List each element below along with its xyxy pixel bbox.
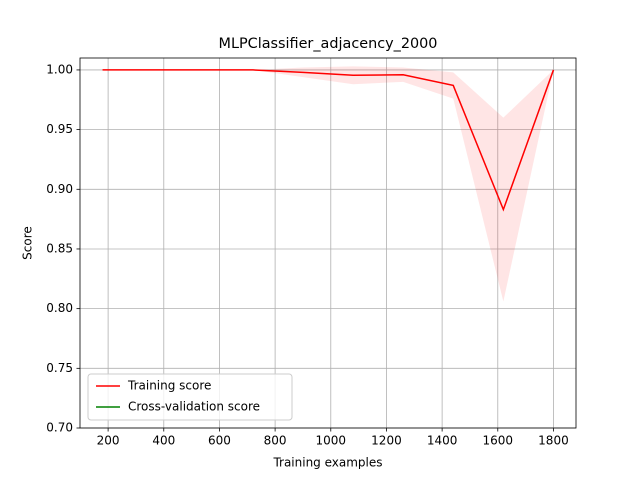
legend-label: Cross-validation score [128,400,260,414]
legend: Training score Cross-validation score [87,373,293,421]
chart-title: MLPClassifier_adjacency_2000 [219,36,438,52]
y-tick-label: 0.75 [46,361,73,375]
legend-box [87,373,293,421]
axes-frame [79,57,577,429]
x-axis-label: Training examples [272,456,382,470]
x-tick-label: 1600 [483,434,514,448]
x-tick-label: 1400 [427,434,458,448]
x-tick-label: 1000 [316,434,347,448]
y-tick-label: 0.90 [46,182,73,196]
x-tick-label: 1800 [538,434,569,448]
x-tick-label: 400 [152,434,175,448]
x-tick-label: 800 [264,434,287,448]
y-axis-label: Score [21,226,35,260]
x-tick-label: 1200 [371,434,402,448]
score-band [102,66,554,302]
legend-label: Training score [127,379,211,393]
y-tick-label: 0.85 [46,241,73,255]
y-tick-label: 1.00 [46,62,73,76]
y-tick-label: 0.95 [46,122,73,136]
x-tick-label: 200 [97,434,120,448]
y-tick-label: 0.70 [46,421,73,435]
score-line [102,69,555,212]
x-tick-label: 600 [208,434,231,448]
y-tick-label: 0.80 [46,301,73,315]
